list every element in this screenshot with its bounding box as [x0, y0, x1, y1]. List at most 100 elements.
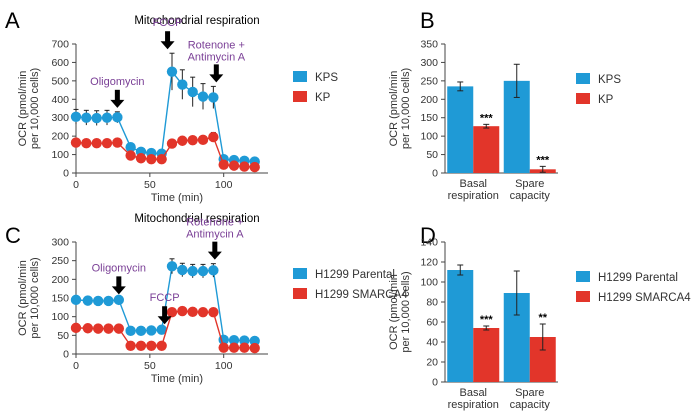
y-tick-label: 250	[420, 75, 438, 87]
legend-label: H1299 Parental	[315, 269, 395, 281]
panel-letter-D: D	[420, 223, 436, 248]
category-label: Basal	[459, 387, 487, 399]
data-point	[125, 340, 136, 351]
y-tick-label: 200	[420, 94, 438, 106]
y-tick-label: 500	[51, 75, 69, 87]
data-point	[125, 150, 136, 161]
data-point	[82, 295, 94, 306]
x-tick-label: 100	[215, 360, 233, 372]
data-point	[228, 334, 240, 346]
legend-swatch	[576, 271, 590, 282]
data-point	[208, 92, 219, 103]
y-axis-label-line1: OCR (pmol/min	[388, 71, 400, 147]
y-tick-label: 400	[51, 94, 69, 106]
data-point	[146, 340, 157, 351]
y-axis-label-line2: per 10,000 cells)	[29, 257, 41, 338]
data-point	[113, 323, 125, 334]
data-point	[187, 265, 198, 277]
bar	[447, 270, 474, 382]
annotation-label: Oligomycin	[90, 76, 144, 88]
category-label: capacity	[510, 190, 551, 202]
y-tick-label: 250	[51, 255, 69, 267]
category-label: Spare	[515, 387, 544, 399]
y-tick-label: 40	[426, 337, 438, 349]
arrow-shaft	[165, 31, 171, 43]
data-point	[187, 86, 198, 98]
y-tick-label: 300	[51, 112, 69, 124]
chart-title-A: Mitochondrial respiration	[134, 15, 259, 27]
data-point	[135, 340, 147, 351]
y-tick-label: 0	[63, 168, 69, 180]
data-point	[70, 322, 82, 334]
annotation-arrow	[209, 64, 224, 83]
data-point	[208, 306, 219, 318]
data-point	[156, 153, 167, 165]
y-axis-label-line2: per 10,000 cells)	[29, 68, 41, 149]
y-tick-label: 0	[432, 377, 438, 389]
data-point	[70, 294, 82, 306]
y-axis-label-D: OCR (pmol/minper 10,000 cells)	[388, 271, 412, 352]
y-tick-label: 140	[420, 237, 438, 249]
data-point	[166, 261, 178, 272]
y-tick-label: 100	[51, 311, 69, 323]
data-point	[112, 112, 123, 123]
chart-title-C: Mitochondrial respiration	[134, 213, 259, 225]
y-tick-label: 50	[57, 330, 69, 342]
data-point	[146, 153, 157, 165]
legend-label: H1299 SMARCA4	[315, 289, 408, 301]
annotation-arrow	[157, 306, 172, 325]
data-point	[156, 340, 167, 351]
y-tick-label: 100	[51, 149, 69, 161]
data-point	[166, 66, 178, 77]
x-tick-label: 50	[144, 360, 156, 372]
annotation-label: Rotenone +	[186, 217, 243, 229]
arrow-head	[209, 74, 224, 83]
data-point	[239, 342, 250, 353]
x-tick-label: 50	[144, 179, 156, 191]
data-point	[249, 161, 260, 173]
data-point	[197, 134, 209, 146]
legend-swatch	[293, 268, 307, 279]
arrow-head	[207, 251, 222, 260]
data-point	[82, 323, 94, 334]
y-tick-label: 200	[51, 131, 69, 143]
data-point	[125, 142, 136, 153]
significance-marker: ***	[480, 314, 494, 326]
legend-label: KP	[598, 94, 614, 106]
data-point	[135, 325, 147, 337]
annotation-arrow	[111, 276, 126, 295]
arrow-shaft	[212, 241, 218, 253]
significance-marker: ***	[536, 154, 550, 166]
data-point	[81, 112, 92, 123]
bar	[473, 126, 500, 173]
arrow-head	[110, 99, 125, 108]
panel-letter-C: C	[5, 223, 21, 248]
data-point	[166, 138, 178, 149]
y-tick-label: 0	[432, 168, 438, 180]
x-axis-label-C: Time (min)	[151, 373, 203, 385]
category-label: Basal	[459, 178, 487, 190]
panel-letter-B: B	[420, 8, 435, 33]
annotation-label: Oligomycin	[92, 262, 146, 274]
data-point	[92, 295, 104, 307]
y-axis-label-line1: OCR (pmol/min	[17, 71, 29, 147]
data-point	[156, 324, 167, 335]
data-point	[249, 342, 260, 354]
legend-swatch	[576, 291, 590, 302]
data-point	[101, 112, 113, 123]
legend-label: KPS	[315, 72, 338, 84]
arrow-shaft	[114, 89, 120, 101]
x-axis-label-A: Time (min)	[151, 192, 203, 204]
category-label: respiration	[448, 190, 499, 202]
y-tick-label: 150	[420, 112, 438, 124]
bar	[473, 328, 500, 382]
y-tick-label: 100	[420, 131, 438, 143]
y-tick-label: 150	[51, 293, 69, 305]
data-point	[91, 137, 102, 149]
y-axis-label-line1: OCR (pmol/min	[388, 274, 400, 350]
category-label: respiration	[448, 399, 499, 411]
data-point	[103, 323, 114, 334]
data-point	[81, 137, 92, 149]
legend-swatch	[293, 288, 307, 299]
